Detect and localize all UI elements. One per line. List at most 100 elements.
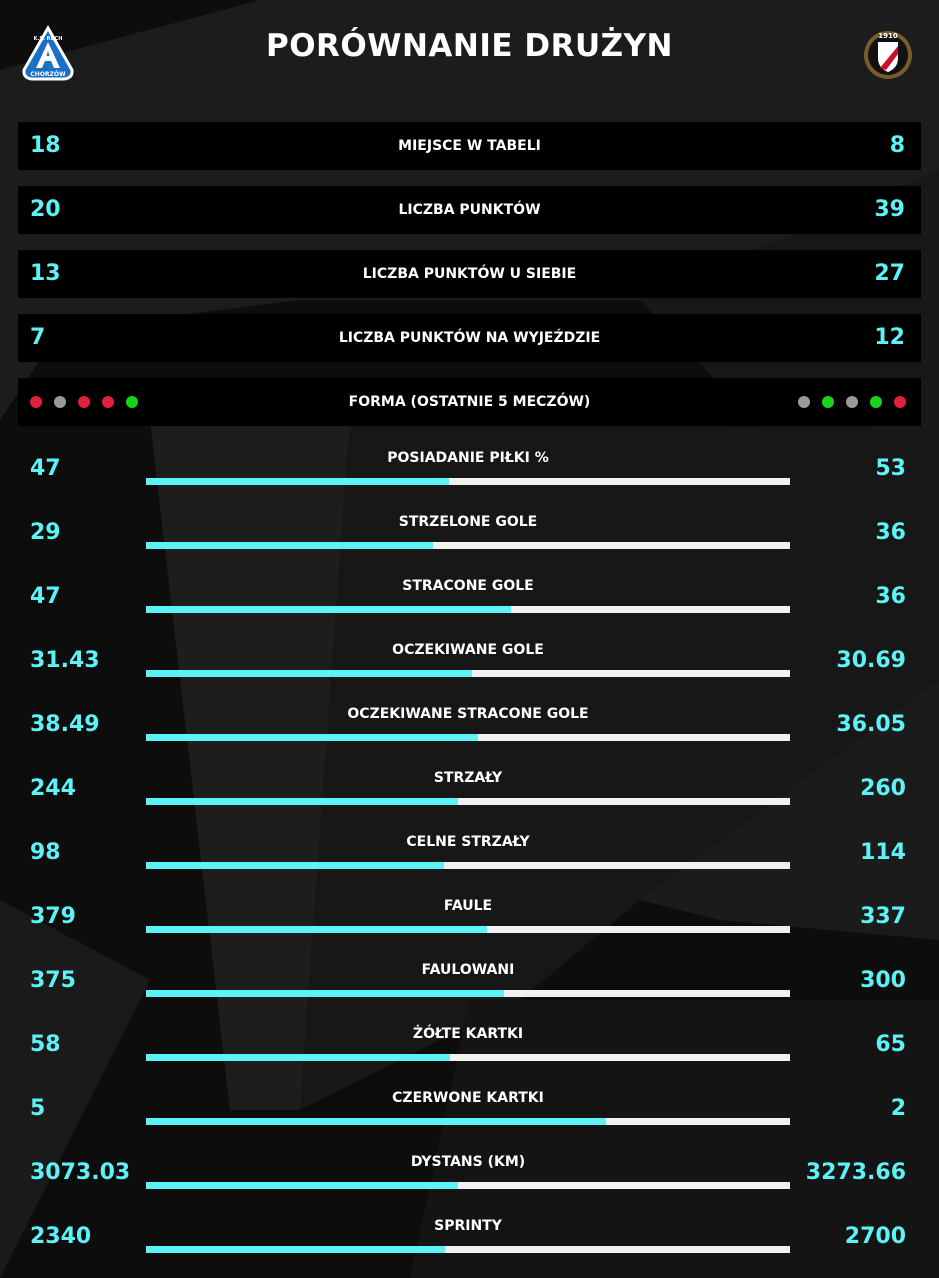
- home-share-fill: [146, 734, 479, 741]
- home-stat-value: 47: [30, 456, 61, 481]
- home-stat-value: 98: [30, 840, 61, 865]
- row-label: LICZBA PUNKTÓW U SIEBIE: [362, 266, 577, 282]
- away-stat-value: 2: [890, 1096, 906, 1121]
- stat-row: 2340 SPRINTY 2700: [0, 1218, 939, 1278]
- away-value: 8: [889, 133, 905, 158]
- table-row: 18 MIEJSCE W TABELI 8: [18, 122, 921, 170]
- row-label: LICZBA PUNKTÓW NA WYJEŹDZIE: [338, 330, 601, 346]
- comparison-bar: [146, 1118, 790, 1125]
- form-row: FORMA (OSTATNIE 5 MECZÓW): [18, 378, 921, 426]
- stat-label: STRZAŁY: [433, 770, 503, 786]
- comparison-bar: [146, 862, 790, 869]
- home-stat-value: 375: [30, 968, 76, 993]
- home-share-fill: [146, 542, 434, 549]
- away-value: 39: [874, 197, 905, 222]
- stat-label: FAULE: [443, 898, 493, 914]
- stat-label: FAULOWANI: [421, 962, 515, 978]
- comparison-bar: [146, 990, 790, 997]
- stat-row: 31.43 OCZEKIWANE GOLE 30.69: [0, 642, 939, 702]
- away-form-result-dot: [822, 396, 834, 408]
- widzew-lodz-crest-icon: 1910: [864, 31, 912, 79]
- stat-label: OCZEKIWANE STRACONE GOLE: [347, 706, 589, 722]
- stat-label: STRACONE GOLE: [402, 578, 534, 594]
- stat-label: CZERWONE KARTKI: [392, 1090, 544, 1106]
- home-form-dots: [30, 396, 138, 408]
- stat-label: SPRINTY: [434, 1218, 502, 1234]
- home-stat-value: 3073.03: [30, 1160, 131, 1185]
- away-form-result-dot: [798, 396, 810, 408]
- comparison-bar: [146, 798, 790, 805]
- home-share-fill: [146, 926, 487, 933]
- away-stat-value: 260: [860, 776, 906, 801]
- stat-label: POSIADANIE PIŁKI %: [387, 450, 549, 466]
- home-value: 18: [30, 133, 61, 158]
- away-value: 12: [874, 325, 905, 350]
- home-form-result-dot: [126, 396, 138, 408]
- home-share-fill: [146, 670, 472, 677]
- home-share-fill: [146, 1054, 450, 1061]
- table-row: 7 LICZBA PUNKTÓW NA WYJEŹDZIE 12: [18, 314, 921, 362]
- comparison-bar: [146, 734, 790, 741]
- stat-label: STRZELONE GOLE: [398, 514, 538, 530]
- ruch-chorzow-crest-icon: CHORZÓW K.S. RUCH: [22, 24, 74, 81]
- away-stat-value: 65: [875, 1032, 906, 1057]
- comparison-bar: [146, 1246, 790, 1253]
- stat-row: 379 FAULE 337: [0, 898, 939, 958]
- away-stat-value: 337: [860, 904, 906, 929]
- home-stat-value: 47: [30, 584, 61, 609]
- away-stat-value: 2700: [844, 1224, 906, 1249]
- comparison-bar: [146, 606, 790, 613]
- away-stat-value: 30.69: [836, 648, 906, 673]
- stat-row: 98 CELNE STRZAŁY 114: [0, 834, 939, 894]
- stat-row: 244 STRZAŁY 260: [0, 770, 939, 830]
- stat-row: 3073.03 DYSTANS (KM) 3273.66: [0, 1154, 939, 1214]
- row-label: MIEJSCE W TABELI: [398, 138, 541, 154]
- row-label: LICZBA PUNKTÓW: [398, 202, 541, 218]
- form-label: FORMA (OSTATNIE 5 MECZÓW): [348, 394, 591, 410]
- header: CHORZÓW K.S. RUCH PORÓWNANIE DRUŻYN 1910: [0, 0, 939, 110]
- home-stat-value: 244: [30, 776, 76, 801]
- stat-row: 58 ŻÓŁTE KARTKI 65: [0, 1026, 939, 1086]
- stat-label: CELNE STRZAŁY: [406, 834, 530, 850]
- stat-row: 29 STRZELONE GOLE 36: [0, 514, 939, 574]
- stat-row: 38.49 OCZEKIWANE STRACONE GOLE 36.05: [0, 706, 939, 766]
- home-stat-value: 29: [30, 520, 61, 545]
- home-stat-value: 379: [30, 904, 76, 929]
- home-value: 7: [30, 325, 46, 350]
- stat-row: 375 FAULOWANI 300: [0, 962, 939, 1022]
- stat-row: 47 POSIADANIE PIŁKI % 53: [0, 450, 939, 510]
- away-stat-value: 36: [875, 520, 906, 545]
- crest-home-bottom-text: CHORZÓW: [30, 71, 66, 78]
- home-share-fill: [146, 478, 449, 485]
- comparison-bar: [146, 1182, 790, 1189]
- stat-label: DYSTANS (KM): [410, 1154, 526, 1170]
- page-title: PORÓWNANIE DRUŻYN: [265, 28, 674, 64]
- comparison-bar: [146, 1054, 790, 1061]
- home-stat-value: 38.49: [30, 712, 100, 737]
- away-stat-value: 114: [860, 840, 906, 865]
- home-share-fill: [146, 798, 458, 805]
- stat-row: 5 CZERWONE KARTKI 2: [0, 1090, 939, 1150]
- home-form-result-dot: [78, 396, 90, 408]
- home-form-result-dot: [54, 396, 66, 408]
- home-value: 13: [30, 261, 61, 286]
- comparison-bar: [146, 926, 790, 933]
- away-stat-value: 3273.66: [805, 1160, 906, 1185]
- away-stat-value: 300: [860, 968, 906, 993]
- crest-away-year-text: 1910: [878, 32, 898, 40]
- stat-label: ŻÓŁTE KARTKI: [412, 1026, 524, 1042]
- home-stat-value: 2340: [30, 1224, 92, 1249]
- away-stat-value: 36.05: [836, 712, 906, 737]
- away-form-result-dot: [870, 396, 882, 408]
- comparison-bar: [146, 478, 790, 485]
- home-share-fill: [146, 606, 511, 613]
- away-form-result-dot: [894, 396, 906, 408]
- home-share-fill: [146, 1118, 606, 1125]
- home-form-result-dot: [102, 396, 114, 408]
- table-row: 20 LICZBA PUNKTÓW 39: [18, 186, 921, 234]
- stat-row: 47 STRACONE GOLE 36: [0, 578, 939, 638]
- home-share-fill: [146, 1246, 445, 1253]
- home-form-result-dot: [30, 396, 42, 408]
- home-stat-value: 31.43: [30, 648, 100, 673]
- comparison-bar: [146, 670, 790, 677]
